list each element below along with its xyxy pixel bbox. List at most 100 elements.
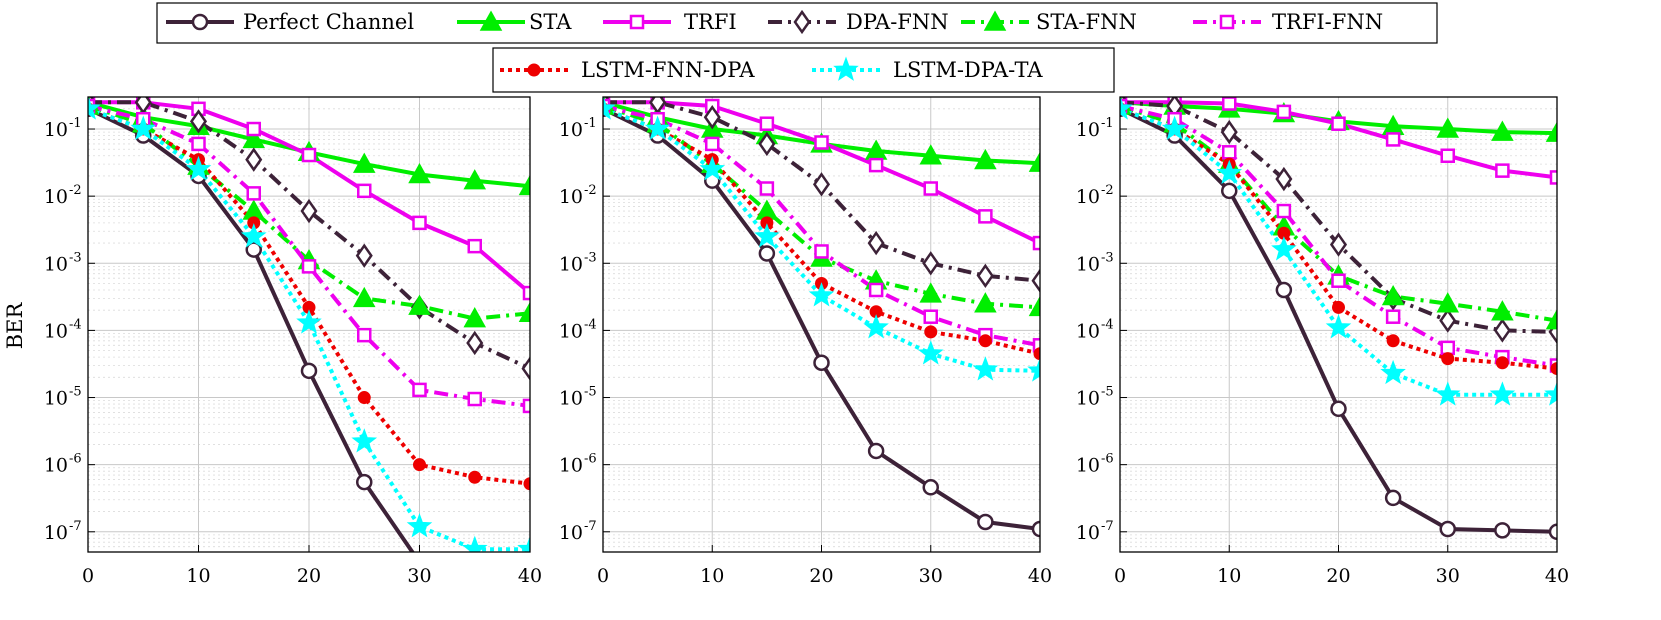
legend-label: DPA-FNN	[846, 10, 949, 34]
data-point	[814, 244, 829, 259]
data-point	[1495, 356, 1509, 370]
data-point	[463, 307, 487, 328]
data-point	[705, 136, 720, 152]
y-tick-label: 10 -2	[44, 183, 82, 208]
legend-label: STA	[529, 10, 572, 34]
y-tick-base: 10	[44, 388, 68, 410]
y-tick-label: 10 -4	[1076, 317, 1114, 342]
data-point	[240, 223, 267, 248]
x-tick-label: 20	[1326, 565, 1350, 587]
data-point	[1222, 145, 1237, 160]
y-tick-base: 10	[1076, 186, 1100, 208]
x-tick-label: 10	[186, 565, 210, 587]
data-point	[522, 285, 530, 301]
x-tick-label: 10	[700, 565, 724, 587]
data-point	[1550, 362, 1557, 376]
y-tick-exp: -5	[584, 385, 597, 400]
data-point	[1271, 236, 1297, 261]
data-point	[868, 157, 884, 173]
legend-item: DPA-FNN	[768, 9, 949, 35]
y-tick-label: 10 -3	[44, 250, 82, 275]
y-tick-exp: -5	[69, 385, 82, 400]
data-point	[977, 513, 994, 531]
y-tick-exp: -7	[1101, 519, 1114, 534]
y-tick-exp: -1	[584, 116, 597, 131]
y-tick-exp: -2	[1101, 183, 1114, 198]
series-group	[603, 97, 1040, 538]
data-point	[523, 477, 530, 491]
data-point	[463, 169, 487, 190]
y-tick-label: 10 -2	[559, 183, 597, 208]
x-tick-label: 40	[518, 565, 542, 587]
legend-item: TRFI	[603, 10, 737, 34]
data-point	[357, 183, 372, 199]
y-tick-base: 10	[44, 119, 68, 141]
data-point	[1384, 489, 1402, 507]
data-point	[814, 135, 829, 150]
legend-label: LSTM-DPA-TA	[893, 58, 1043, 82]
series-line	[88, 106, 530, 552]
legend-item: TRFI-FNN	[1193, 10, 1383, 34]
data-point	[1276, 104, 1292, 120]
x-tick-label: 0	[82, 565, 94, 587]
data-point	[863, 314, 889, 339]
data-point	[408, 162, 431, 184]
data-point	[1216, 159, 1243, 185]
legend-label: Perfect Channel	[243, 10, 414, 34]
data-point	[355, 243, 373, 268]
y-tick-base: 10	[1076, 522, 1100, 544]
data-point	[923, 181, 938, 196]
x-tick-label: 40	[1545, 565, 1569, 587]
y-tick-base: 10	[44, 320, 68, 342]
data-point	[1548, 523, 1557, 541]
data-point	[1385, 309, 1401, 324]
data-point	[1493, 318, 1511, 343]
data-point	[301, 259, 317, 274]
data-point	[518, 301, 530, 323]
y-tick-base: 10	[559, 455, 583, 477]
data-point	[185, 155, 212, 181]
y-tick-base: 10	[559, 388, 583, 410]
data-point	[703, 105, 721, 130]
legend: Perfect Channel STA TRFI DPA-FNN STA-FNN TRFI…	[156, 2, 1438, 93]
data-point	[1545, 309, 1557, 330]
data-point	[1221, 182, 1238, 200]
y-tick-label: 10 -7	[44, 519, 82, 544]
data-point	[466, 330, 484, 356]
data-point	[1031, 520, 1040, 538]
data-point	[130, 115, 157, 140]
data-point	[1332, 300, 1345, 314]
ber-panel-2: 10 -710 -610 -510 -410 -310 -210 -10 10 20 30 40	[559, 96, 1052, 587]
data-point	[1032, 338, 1040, 353]
axes-frame	[602, 96, 1041, 553]
y-tick-label: 10 -4	[44, 317, 82, 342]
data-point	[1549, 170, 1557, 185]
x-tick-label: 30	[919, 565, 943, 587]
y-tick-exp: -4	[1101, 317, 1114, 332]
data-point	[246, 121, 261, 137]
x-tick-label: 10	[1217, 565, 1241, 587]
y-tick-exp: -7	[584, 519, 597, 534]
data-point	[1439, 308, 1457, 333]
x-tick-label: 30	[407, 565, 431, 587]
data-point	[1495, 163, 1510, 178]
data-point	[1491, 300, 1514, 321]
legend-marker	[527, 63, 541, 77]
data-point	[1222, 97, 1237, 111]
y-tick-label: 10 -6	[44, 452, 82, 477]
data-point	[919, 282, 943, 303]
y-tick-exp: -1	[1101, 116, 1114, 131]
data-point	[759, 181, 775, 196]
data-point	[245, 241, 262, 258]
data-point	[1031, 268, 1040, 293]
series-line	[603, 106, 1040, 373]
y-tick-base: 10	[559, 119, 583, 141]
y-tick-base: 10	[44, 253, 68, 275]
data-point	[352, 152, 376, 173]
data-point	[1028, 295, 1040, 317]
x-tick-label: 20	[809, 565, 833, 587]
data-point	[468, 470, 482, 484]
series-line	[1120, 106, 1557, 397]
ber-panel-1: 10 -710 -610 -510 -410 -310 -210 -10 10 20 30 40	[44, 96, 542, 587]
data-point	[1436, 117, 1460, 138]
